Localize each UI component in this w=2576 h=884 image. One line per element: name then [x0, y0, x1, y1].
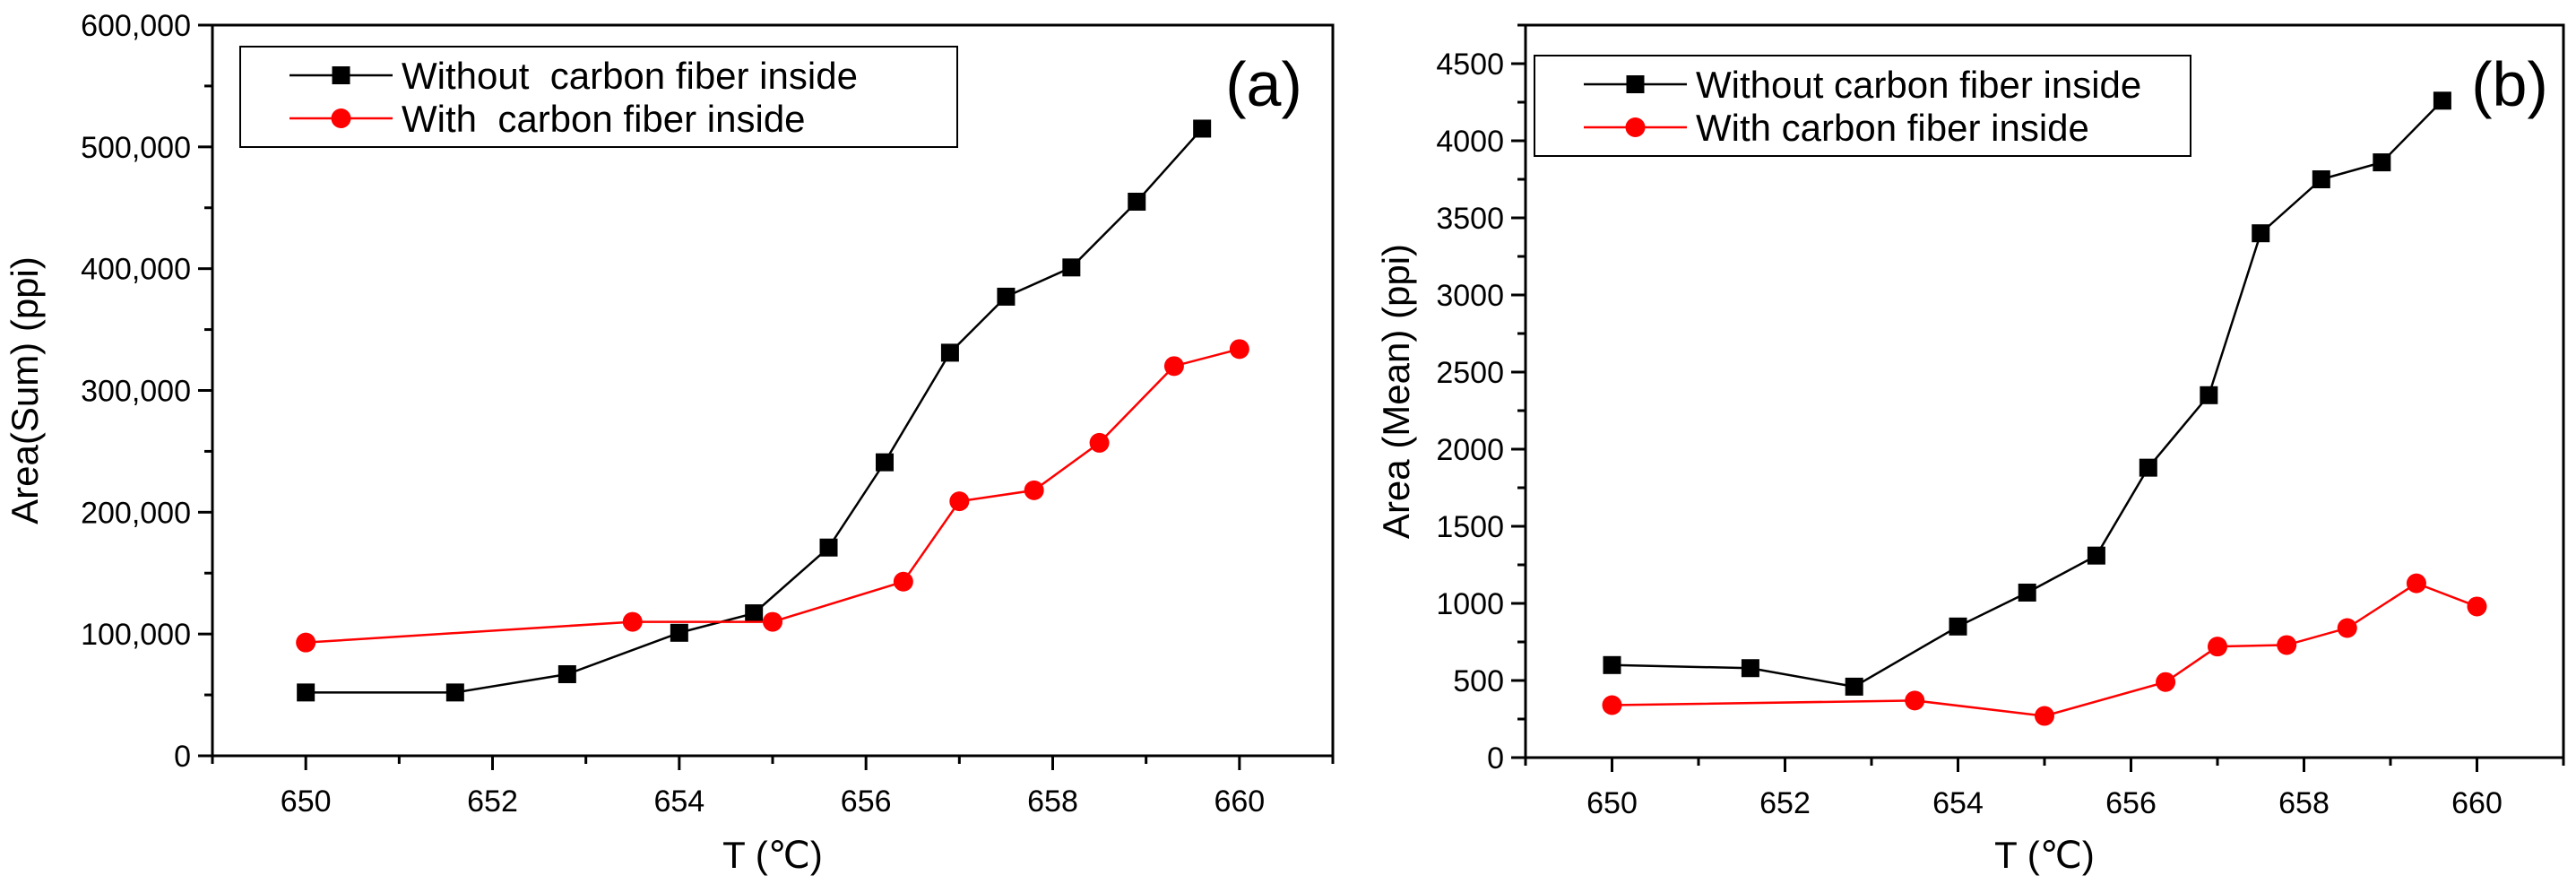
y-tick-label: 500,000: [81, 131, 191, 165]
y-tick-label: 400,000: [81, 253, 191, 287]
y-tick-label: 4000: [1436, 125, 1504, 159]
y-tick-label: 3000: [1436, 279, 1504, 313]
x-tick-label: 650: [1586, 786, 1638, 820]
y-tick-label: 300,000: [81, 375, 191, 409]
y-tick-label: 1500: [1436, 510, 1504, 544]
x-tick-label: 660: [1214, 784, 1265, 819]
data-point-square: [2312, 170, 2330, 188]
data-point-square: [2252, 224, 2270, 243]
data-point-circle: [1024, 480, 1044, 500]
x-tick-label: 650: [281, 784, 332, 819]
data-point-square: [558, 664, 576, 683]
x-tick-label: 656: [841, 784, 892, 819]
y-tick-label: 2500: [1436, 356, 1504, 390]
legend-marker-square: [1626, 75, 1645, 93]
chart-panel-b: 650 652 654 656 658 660 0 500 1000 1500 2000 2500 30…: [1375, 23, 2565, 876]
data-point-square: [1949, 617, 1967, 636]
y-tick-label: 2000: [1436, 433, 1504, 467]
y-axis-title: Area(Sum) (ppi): [4, 256, 46, 524]
data-point-square: [745, 604, 764, 623]
y-tick-label: 200,000: [81, 496, 191, 530]
panel-label: (a): [1225, 49, 1302, 119]
data-point-square: [1603, 655, 1621, 674]
x-tick-label: 656: [2105, 786, 2157, 820]
x-tick-label: 654: [653, 784, 705, 819]
x-tick-label: 654: [1932, 786, 1984, 820]
data-point-square: [1845, 677, 1863, 696]
legend-label: Without carbon fiber inside: [1696, 64, 2141, 106]
data-point-circle: [2467, 596, 2487, 617]
data-point-circle: [1229, 339, 1249, 360]
y-tick-label: 500: [1453, 664, 1504, 698]
series-line-without-carbon-fiber: [306, 127, 1204, 694]
legend-marker-circle: [331, 108, 351, 128]
data-point-circle: [622, 611, 643, 632]
y-tick-label: 1000: [1436, 587, 1504, 621]
series-line-with-carbon-fiber: [1612, 582, 2477, 717]
legend-box: [1534, 55, 2191, 157]
legend-label: Without carbon fiber inside: [402, 55, 858, 97]
data-point-square: [1062, 258, 1081, 277]
data-point-square: [2139, 458, 2157, 477]
series-line-without-carbon-fiber: [1612, 100, 2443, 689]
data-point-circle: [763, 611, 782, 632]
data-point-circle: [1905, 690, 1925, 711]
data-point-circle: [2337, 618, 2357, 638]
data-point-square: [2200, 386, 2218, 404]
x-tick-label: 652: [1759, 786, 1811, 820]
data-point-circle: [949, 491, 970, 512]
x-axis-title: T (℃): [722, 834, 823, 876]
data-point-square: [2087, 546, 2105, 565]
data-point-square: [876, 453, 894, 472]
panel-label: (b): [2471, 49, 2548, 119]
x-tick-label: 658: [2278, 786, 2330, 820]
y-tick-label: 0: [174, 740, 191, 774]
data-point-circle: [2406, 573, 2426, 594]
x-tick-label: 652: [467, 784, 518, 819]
data-point-square: [819, 538, 838, 557]
data-point-circle: [1602, 695, 1622, 715]
legend-marker-square: [332, 66, 350, 84]
data-point-circle: [2277, 635, 2297, 655]
x-tick-label: 660: [2451, 786, 2503, 820]
data-point-circle: [2156, 672, 2176, 692]
data-point-square: [2018, 583, 2036, 602]
data-point-square: [1741, 659, 1759, 678]
x-tick-label: 658: [1027, 784, 1078, 819]
data-point-square: [1128, 192, 1146, 211]
data-point-square: [670, 623, 688, 642]
data-point-square: [297, 683, 316, 702]
y-tick-label: 0: [1487, 741, 1504, 776]
data-point-circle: [296, 632, 316, 653]
data-point-circle: [2035, 706, 2054, 726]
data-point-square: [445, 683, 464, 702]
y-axis-title: Area (Mean) (ppi): [1375, 244, 1417, 539]
data-point-circle: [893, 571, 913, 592]
data-point-square: [940, 343, 959, 362]
chart-panel-a: 650 652 654 656 658 660 0 100,000 200,000 300,000…: [4, 9, 1335, 876]
data-point-square: [2433, 91, 2451, 110]
x-axis-title: T (℃): [1994, 834, 2095, 876]
legend-marker-circle: [1625, 117, 1646, 137]
y-tick-label: 4500: [1436, 48, 1504, 82]
y-tick-label: 600,000: [81, 9, 191, 43]
legend-label: With carbon fiber inside: [1696, 107, 2089, 149]
legend-box: [239, 46, 958, 148]
series-line-with-carbon-fiber: [306, 348, 1240, 644]
legend-label: With carbon fiber inside: [402, 98, 806, 140]
data-point-circle: [1163, 356, 1184, 377]
y-tick-label: 100,000: [81, 618, 191, 652]
y-tick-label: 3500: [1436, 202, 1504, 236]
data-point-square: [997, 287, 1016, 306]
data-point-circle: [2208, 637, 2227, 657]
data-point-square: [2373, 153, 2391, 172]
data-point-square: [1193, 119, 1212, 138]
data-point-circle: [1089, 432, 1110, 453]
